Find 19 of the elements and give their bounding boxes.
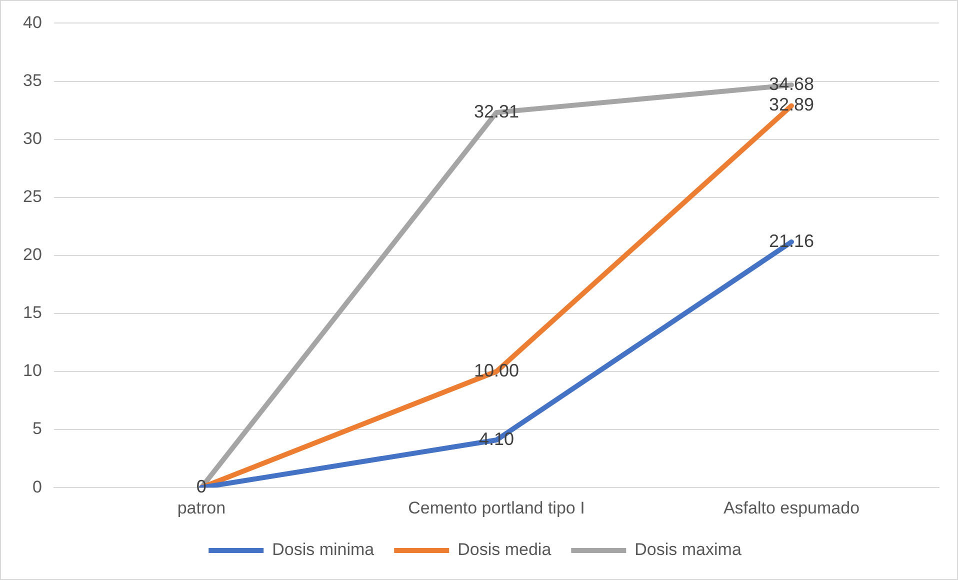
legend-label: Dosis media bbox=[458, 540, 552, 560]
data-label: 32.89 bbox=[768, 94, 814, 115]
y-tick-label: 25 bbox=[22, 187, 42, 206]
data-label: 34.68 bbox=[768, 74, 814, 94]
y-tick-label: 15 bbox=[22, 303, 42, 322]
y-tick-label: 5 bbox=[32, 419, 42, 438]
y-tick-label: 35 bbox=[22, 70, 42, 90]
y-tick-label: 40 bbox=[22, 12, 42, 32]
legend-label: Dosis maxima bbox=[634, 540, 742, 560]
x-tick-label: Asfalto espumado bbox=[723, 498, 860, 518]
legend-label: Dosis minima bbox=[272, 540, 375, 560]
x-tick-label: patron bbox=[177, 498, 226, 518]
x-tick-label: Cemento portland tipo I bbox=[408, 498, 585, 518]
y-tick-label: 20 bbox=[22, 245, 42, 264]
y-tick-label: 30 bbox=[22, 128, 42, 148]
data-label: 21.16 bbox=[768, 230, 814, 251]
y-tick-label: 0 bbox=[32, 477, 42, 496]
y-tick-label: 10 bbox=[22, 361, 42, 380]
data-label: 32.31 bbox=[474, 101, 519, 122]
